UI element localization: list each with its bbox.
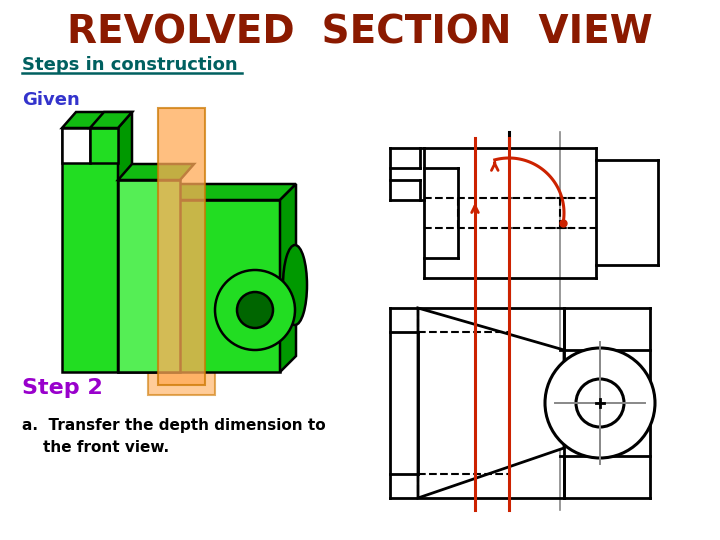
Polygon shape (62, 112, 132, 128)
Ellipse shape (283, 245, 307, 325)
Polygon shape (280, 184, 296, 372)
Circle shape (545, 348, 655, 458)
Text: Steps in construction: Steps in construction (22, 56, 238, 74)
Polygon shape (90, 128, 118, 163)
Polygon shape (118, 180, 180, 372)
Text: a.  Transfer the depth dimension to: a. Transfer the depth dimension to (22, 418, 325, 433)
Text: Given: Given (22, 91, 80, 109)
Text: Step 2: Step 2 (22, 378, 103, 398)
Polygon shape (62, 128, 118, 372)
Circle shape (215, 270, 295, 350)
Polygon shape (118, 112, 132, 372)
Circle shape (237, 292, 273, 328)
Polygon shape (62, 128, 90, 163)
Circle shape (576, 379, 624, 427)
Polygon shape (418, 308, 564, 498)
Text: REVOLVED  SECTION  VIEW: REVOLVED SECTION VIEW (67, 13, 653, 51)
Polygon shape (158, 108, 205, 385)
Polygon shape (148, 340, 215, 395)
Polygon shape (118, 200, 280, 372)
Polygon shape (118, 184, 296, 200)
Text: the front view.: the front view. (22, 440, 169, 455)
Polygon shape (90, 112, 132, 128)
Polygon shape (118, 164, 194, 180)
